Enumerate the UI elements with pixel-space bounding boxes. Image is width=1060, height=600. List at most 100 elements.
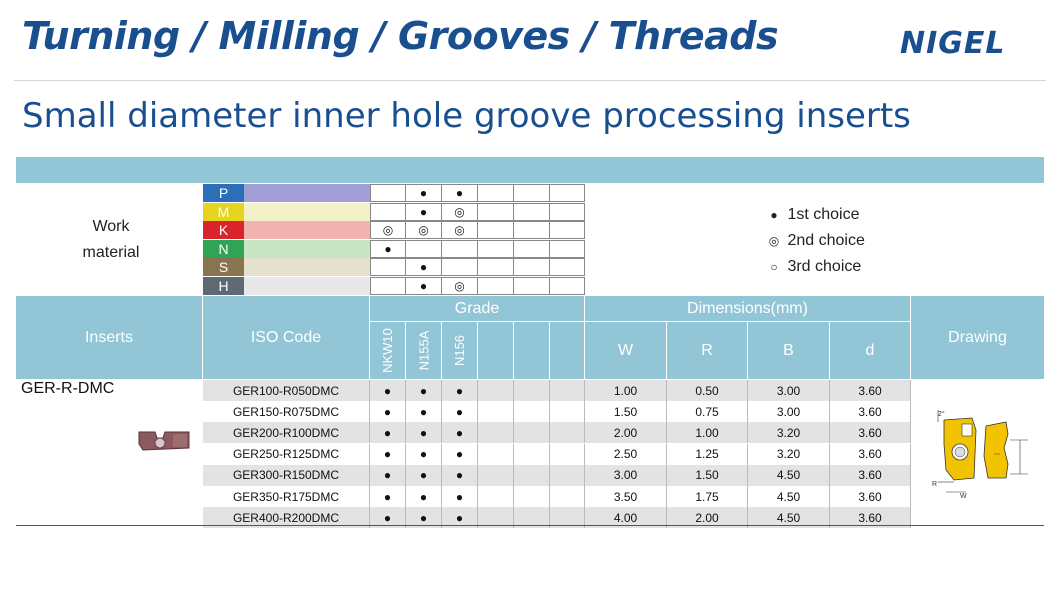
dim-b-cell: 4.50 bbox=[748, 464, 830, 486]
table-row bbox=[203, 401, 911, 423]
material-grade-cell: ◎ bbox=[442, 277, 478, 295]
legend-item: ○ 3rd choice bbox=[770, 258, 862, 275]
table-row bbox=[203, 380, 911, 401]
material-grade-cell bbox=[406, 239, 442, 258]
material-grade-cell bbox=[478, 258, 514, 277]
grade-cell bbox=[514, 401, 550, 423]
dim-b-cell: 4.50 bbox=[748, 507, 830, 529]
material-grade-cell: ● bbox=[406, 277, 442, 295]
material-letter: H bbox=[203, 277, 244, 295]
material-color-bar bbox=[244, 277, 370, 295]
grade-subheader: NKW10 bbox=[370, 322, 406, 380]
dim-r-cell: 0.75 bbox=[667, 401, 748, 423]
table-row bbox=[203, 507, 911, 529]
dim-d-cell: 3.60 bbox=[830, 443, 911, 465]
grade-cell: ● bbox=[442, 443, 478, 465]
material-grade-cell bbox=[478, 239, 514, 258]
material-letter: S bbox=[203, 258, 244, 277]
grade-cell bbox=[550, 401, 585, 423]
grade-cell bbox=[550, 486, 585, 507]
material-grade-cell bbox=[550, 239, 585, 258]
material-grade-cell bbox=[370, 184, 406, 202]
grade-cell: ● bbox=[442, 422, 478, 444]
material-row: K ◎ ◎ ◎ bbox=[203, 221, 585, 240]
svg-text:R: R bbox=[932, 481, 937, 488]
grade-subheader: N156 bbox=[442, 322, 478, 380]
dim-w-cell: 1.00 bbox=[585, 380, 667, 401]
material-grade-cell: ● bbox=[406, 184, 442, 202]
material-grade-cell: ◎ bbox=[406, 221, 442, 240]
grade-cell bbox=[478, 486, 514, 507]
dim-b-cell: 3.20 bbox=[748, 443, 830, 465]
iso-code-cell: GER300-R150DMC bbox=[203, 464, 370, 486]
material-letter: K bbox=[203, 221, 244, 240]
material-grade-cell: ◎ bbox=[370, 221, 406, 240]
material-grade-cell bbox=[478, 221, 514, 240]
table-row bbox=[203, 486, 911, 507]
grade-cell: ● bbox=[370, 486, 406, 507]
grade-cell: ● bbox=[406, 464, 442, 486]
grade-cell bbox=[550, 380, 585, 401]
insert-drawing: 2° R W bbox=[932, 410, 1028, 500]
grade-cell: ● bbox=[442, 380, 478, 401]
dim-w-cell: 2.50 bbox=[585, 443, 667, 465]
svg-text:2°: 2° bbox=[938, 410, 945, 418]
col-header-drawing: Drawing bbox=[911, 296, 1044, 380]
dim-w-cell: 3.00 bbox=[585, 464, 667, 486]
grade-cell bbox=[514, 507, 550, 529]
grade-cell bbox=[514, 464, 550, 486]
dim-b-cell: 3.20 bbox=[748, 422, 830, 444]
material-row: N ● bbox=[203, 239, 585, 258]
work-material-label: Work material bbox=[82, 218, 140, 261]
material-color-bar bbox=[244, 239, 370, 258]
material-row: H ● ◎ bbox=[203, 277, 585, 295]
grade-cell bbox=[550, 464, 585, 486]
material-grade-cell bbox=[442, 239, 478, 258]
col-header-grade: Grade bbox=[370, 296, 585, 322]
grade-cell bbox=[514, 380, 550, 401]
grade-cell bbox=[478, 443, 514, 465]
grade-cell bbox=[550, 507, 585, 529]
dim-d-cell: 3.60 bbox=[830, 401, 911, 423]
material-grade-cell bbox=[514, 258, 550, 277]
header-divider bbox=[14, 80, 1046, 81]
legend-item: ● 1st choice bbox=[770, 206, 860, 223]
material-grade-cell bbox=[514, 239, 550, 258]
material-grade-cell: ● bbox=[406, 258, 442, 277]
dim-w-cell: 2.00 bbox=[585, 422, 667, 444]
dim-d-cell: 3.60 bbox=[830, 507, 911, 529]
grade-cell: ● bbox=[442, 401, 478, 423]
grade-cell bbox=[478, 464, 514, 486]
grade-subheader bbox=[514, 322, 550, 380]
material-color-bar bbox=[244, 202, 370, 221]
grade-cell bbox=[514, 443, 550, 465]
page-subtitle: Small diameter inner hole groove process… bbox=[22, 96, 911, 136]
material-row: P ● ● bbox=[203, 184, 585, 202]
grade-cell bbox=[478, 507, 514, 529]
dim-b-cell: 3.00 bbox=[748, 380, 830, 401]
grade-cell: ● bbox=[406, 380, 442, 401]
grade-cell: ● bbox=[370, 443, 406, 465]
grade-cell: ● bbox=[406, 422, 442, 444]
svg-text:W: W bbox=[960, 493, 967, 500]
grade-name: N155A bbox=[416, 330, 431, 371]
grade-subheader bbox=[550, 322, 585, 380]
iso-code-cell: GER200-R100DMC bbox=[203, 422, 370, 444]
insert-family-name: GER-R-DMC bbox=[21, 380, 115, 397]
grade-cell bbox=[478, 401, 514, 423]
material-letter: N bbox=[203, 239, 244, 258]
dim-w-cell: 4.00 bbox=[585, 507, 667, 529]
col-header-inserts: Inserts bbox=[16, 296, 203, 380]
material-grade-cell: ● bbox=[442, 184, 478, 202]
grade-cell: ● bbox=[406, 486, 442, 507]
material-grade-cell bbox=[478, 184, 514, 202]
dim-b-cell: 4.50 bbox=[748, 486, 830, 507]
dim-d-cell: 3.60 bbox=[830, 464, 911, 486]
col-header-dimensions: Dimensions(mm) bbox=[585, 296, 911, 322]
table-bottom-rule bbox=[16, 525, 1044, 526]
grade-cell: ● bbox=[406, 401, 442, 423]
table-row bbox=[203, 422, 911, 444]
dim-d-cell: 3.60 bbox=[830, 486, 911, 507]
grade-cell bbox=[478, 380, 514, 401]
material-grade-cell bbox=[514, 277, 550, 295]
